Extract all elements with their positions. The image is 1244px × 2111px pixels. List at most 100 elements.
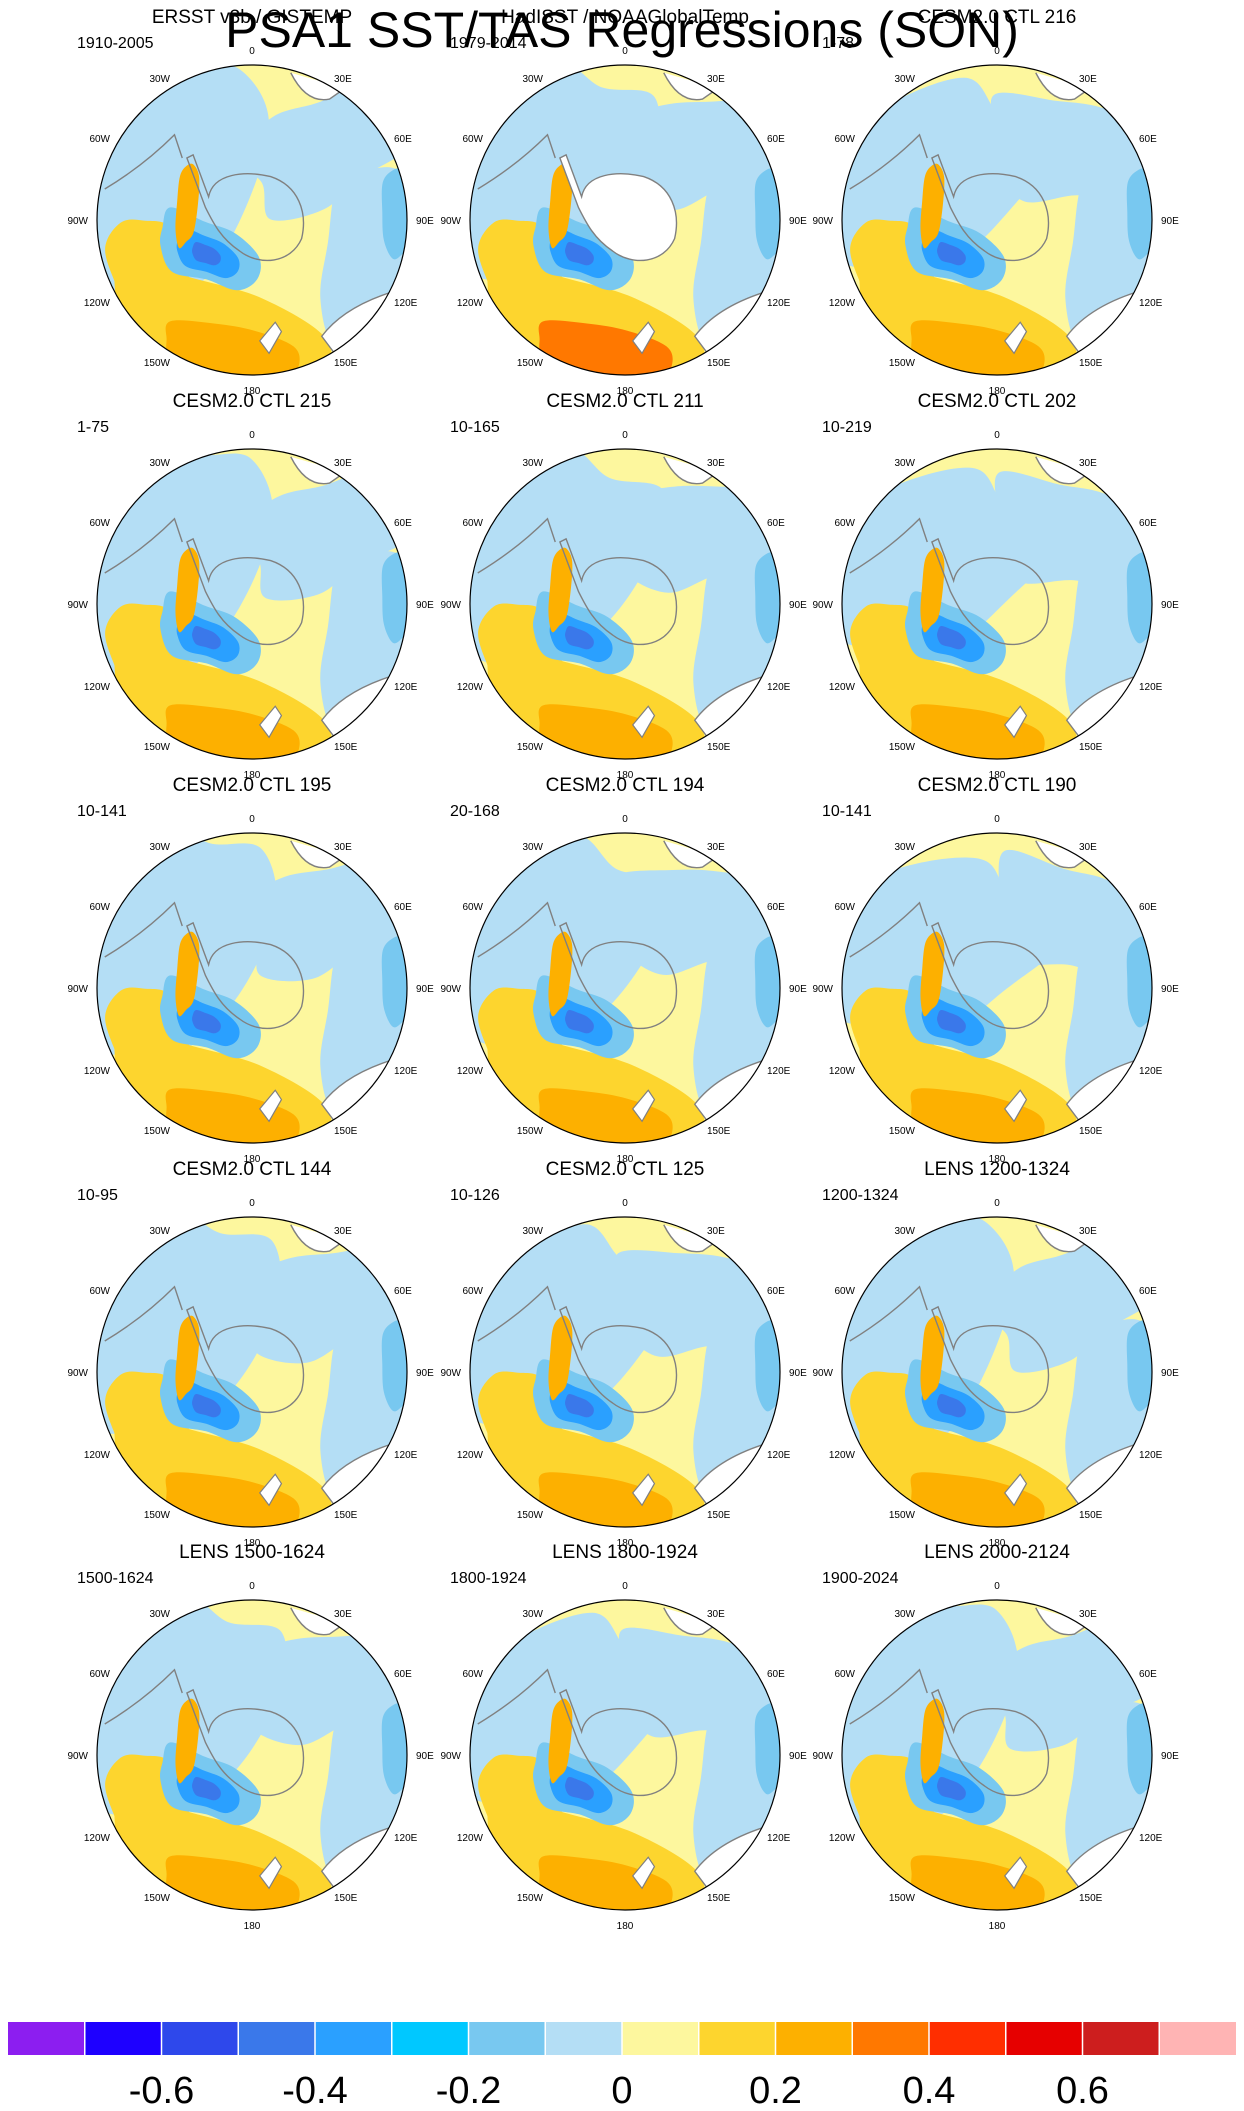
map-border — [841, 1216, 1153, 1528]
longitude-label: 60E — [1139, 518, 1157, 529]
longitude-label: 0 — [994, 46, 1000, 57]
longitude-label: 60E — [1139, 1286, 1157, 1297]
longitude-label: 150E — [334, 1893, 358, 1904]
map-border — [841, 1599, 1153, 1911]
longitude-label: 120W — [84, 682, 111, 693]
antarctica-coastline — [559, 153, 678, 262]
longitude-label: 180 — [244, 1921, 261, 1932]
panel-period: 10-165 — [450, 419, 500, 436]
longitude-label: 0 — [249, 1581, 255, 1592]
map-panel: 0 30W 30E 60W 60E 90W 90E 120W 120E 150W 150E 180 — [440, 46, 807, 397]
longitude-label: 120W — [829, 298, 856, 309]
longitude-label: 30W — [149, 74, 170, 85]
anomaly-field — [842, 833, 1152, 1143]
coldest-region — [565, 625, 594, 650]
longitude-label: 30E — [334, 1609, 352, 1620]
longitude-label: 30E — [1079, 1609, 1097, 1620]
longitude-label: 0 — [249, 46, 255, 57]
longitude-label: 120W — [457, 1450, 484, 1461]
longitude-label: 150E — [334, 1510, 358, 1521]
weak-cool-region — [470, 1612, 685, 1806]
longitude-label: 30W — [894, 842, 915, 853]
africa-coastline — [663, 1224, 719, 1253]
africa-coastline — [1035, 456, 1091, 485]
weak-cool-region — [470, 1224, 680, 1426]
longitude-label: 30W — [894, 1609, 915, 1620]
map-panel: 0 30W 30E 60W 60E 90W 90E 120W 120E 150W 150E 180 — [812, 1198, 1179, 1549]
longitude-label: 30E — [707, 74, 725, 85]
map-border — [469, 832, 781, 1144]
antarctica-coastline — [931, 1305, 1050, 1414]
panel-title: CESM2.0 CTL 215 — [172, 391, 332, 412]
map-border — [96, 1599, 408, 1911]
longitude-label: 90W — [440, 1751, 461, 1762]
longitude-label: 0 — [249, 430, 255, 441]
longitude-label: 90W — [440, 216, 461, 227]
longitude-label: 180 — [617, 386, 634, 397]
new-zealand-coastline — [258, 1089, 283, 1123]
longitude-label: 120W — [457, 1833, 484, 1844]
longitude-label: 120E — [394, 1833, 418, 1844]
south-america-coastline — [104, 1285, 183, 1342]
longitude-label: 120W — [84, 1066, 111, 1077]
longitude-label: 90E — [416, 600, 434, 611]
colorbar-tick-label: 0.6 — [1056, 2070, 1109, 2111]
new-zealand-coastline — [631, 1089, 656, 1123]
longitude-label: 150E — [1079, 742, 1103, 753]
panel-period: 1-78 — [822, 35, 855, 52]
longitude-label: 60W — [834, 902, 855, 913]
panel-period: 20-168 — [450, 803, 500, 820]
longitude-label: 0 — [994, 1198, 1000, 1209]
south-america-coastline — [477, 1668, 556, 1725]
colorbar-segment — [1005, 2022, 1083, 2055]
colorbar-segment — [391, 2022, 469, 2055]
longitude-label: 30E — [334, 458, 352, 469]
colorbar-segment — [315, 2022, 392, 2055]
longitude-label: 90W — [440, 600, 461, 611]
cool-region — [1126, 168, 1152, 260]
panel-title: CESM2.0 CTL 194 — [545, 775, 705, 796]
longitude-label: 0 — [622, 46, 628, 57]
longitude-label: 60E — [394, 1669, 412, 1680]
panel-title: CESM2.0 CTL 202 — [917, 391, 1077, 412]
anomaly-field — [470, 1600, 780, 1910]
longitude-label: 60E — [767, 518, 785, 529]
antarctica-coastline — [186, 153, 305, 262]
colorbar-segment — [622, 2022, 699, 2055]
longitude-label: 0 — [622, 1581, 628, 1592]
longitude-label: 90W — [67, 984, 88, 995]
longitude-label: 150E — [334, 358, 358, 369]
colorbar-tick-label: 0.2 — [749, 2070, 802, 2111]
panel-title: CESM2.0 CTL 144 — [172, 1159, 332, 1180]
longitude-label: 30E — [707, 1226, 725, 1237]
cool-region — [381, 936, 407, 1028]
coldest-region — [565, 1009, 594, 1034]
longitude-label: 150W — [144, 1893, 171, 1904]
antarctica-coastline — [186, 921, 305, 1030]
cool-region — [381, 168, 407, 260]
longitude-label: 30E — [707, 842, 725, 853]
antarctica-coastline — [931, 1688, 1050, 1797]
africa-coastline — [1035, 72, 1091, 101]
coldest-region — [937, 625, 966, 650]
south-america-coastline — [849, 901, 928, 958]
longitude-label: 60E — [767, 1669, 785, 1680]
new-zealand-coastline — [631, 1473, 656, 1507]
longitude-label: 150W — [144, 358, 171, 369]
longitude-label: 120E — [394, 682, 418, 693]
coldest-region — [192, 1393, 221, 1418]
cool-region — [381, 552, 407, 644]
map-panel: 0 30W 30E 60W 60E 90W 90E 120W 120E 150W 150E 180 — [812, 430, 1179, 781]
panel-period: 10-219 — [822, 419, 872, 436]
longitude-label: 60E — [394, 1286, 412, 1297]
longitude-label: 60W — [834, 518, 855, 529]
longitude-label: 120E — [394, 298, 418, 309]
map-border — [96, 448, 408, 760]
africa-coastline — [1035, 1224, 1091, 1253]
longitude-label: 0 — [249, 814, 255, 825]
longitude-label: 150E — [707, 1510, 731, 1521]
map-panel: 0 30W 30E 60W 60E 90W 90E 120W 120E 150W 150E 180 — [812, 46, 1179, 397]
longitude-label: 90W — [67, 216, 88, 227]
longitude-label: 180 — [989, 386, 1006, 397]
longitude-label: 150E — [707, 358, 731, 369]
